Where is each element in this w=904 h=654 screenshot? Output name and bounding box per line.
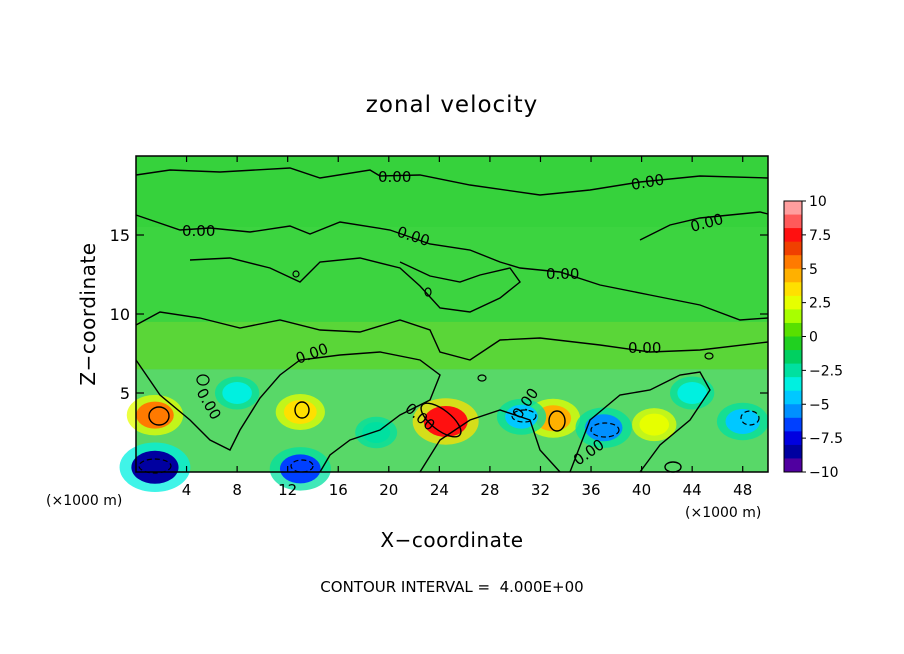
contour-label: 0.00 [182,222,215,240]
x-tick-label: 36 [581,481,600,499]
x-unit-label-right: (×1000 m) [685,505,761,521]
x-unit-label-left: (×1000 m) [46,493,122,509]
colorbar-swatch [784,201,802,216]
contour-loop [196,374,210,386]
colorbar-tick-label: 7.5 [809,228,831,244]
colorbar-swatch [784,350,802,365]
contour-loop [704,352,714,360]
contour-loop [294,401,310,419]
colorbar: 10 7.5 5 2.5 0 −2.5 −5 −7.5 −10 [783,194,843,481]
contour-loop [420,402,462,438]
colorbar-tick-label: 0 [809,330,818,346]
colorbar-swatch [784,363,802,378]
x-tick-label: 4 [182,481,192,499]
contour-loop [292,270,300,278]
x-tick-label: 32 [531,481,550,499]
colorbar-tick-label: −7.5 [809,431,843,447]
x-tick-label: 44 [683,481,702,499]
contour-line [135,351,441,473]
hotspot [639,413,670,436]
colorbar-swatch [784,282,802,297]
contour-line [135,167,769,196]
x-tick-label: 8 [232,481,242,499]
x-axis-label: X−coordinate [380,528,523,552]
y-tick-label: 5 [120,384,130,403]
contour-loop [477,374,487,382]
colorbar-swatch [784,431,802,446]
zero-contours [135,167,769,474]
x-tick-label: 28 [480,481,499,499]
hotspot [131,450,179,484]
colorbar-swatch [784,444,802,459]
contour-loop [424,287,432,297]
value-band [136,321,768,370]
hotspot-markers [119,376,769,493]
contour-loop [511,409,537,423]
contour-label: 0.00 [630,170,666,194]
contour-label: 0.00 [628,339,661,357]
x-tick-label: 12 [278,481,297,499]
colorbar-tick-label: 2.5 [809,296,831,312]
colorbar-tick-label: −2.5 [809,363,843,379]
colorbar-tick-label: 10 [809,194,827,210]
x-tick-label: 40 [632,481,651,499]
hotspot [677,382,707,404]
contour-line [639,211,769,241]
x-tick-label: 48 [733,481,752,499]
contour-loop [148,406,170,426]
value-band [136,156,768,228]
hotspot [222,382,252,404]
colorbar-swatch [784,336,802,351]
colorbar-swatch [784,322,802,337]
contour-label: 0.00 [378,168,411,186]
colorbar-swatch [784,390,802,405]
colorbar-swatch [784,214,802,229]
colorbar-swatch [784,309,802,324]
y-axis-label: Z−coordinate [76,242,100,385]
colorbar-swatch [784,404,802,419]
colorbar-tick-label: −10 [809,465,839,481]
contour-line [189,257,521,313]
contour-interval-text: CONTOUR INTERVAL = 4.000E+00 [320,578,583,596]
contour-loop [548,410,566,432]
y-tick-label: 15 [110,226,130,245]
colorbar-tick-label: −5 [809,397,830,413]
colorbar-swatch [784,295,802,310]
contour-line [135,311,769,361]
hotspot [725,408,760,434]
contour-line [135,214,769,321]
colorbar-swatch [784,377,802,392]
colorbar-swatch [784,241,802,256]
hotspot [279,454,321,484]
contour-loop [590,422,620,438]
hotspot [283,399,317,424]
contour-line [569,371,711,473]
x-tick-label: 20 [379,481,398,499]
x-tick-label: 16 [329,481,348,499]
value-band [136,227,768,322]
contour-loop [290,459,314,473]
y-axis: 5 10 15 [110,226,768,403]
chart-title: zonal velocity [366,92,538,118]
plot-area: 0.00 0.00 0.00 0.00 0.00 0.00 0.00 0.00 … [119,155,769,493]
contour-line [419,409,561,473]
colorbar-swatch [784,458,802,473]
contour-loop [740,410,760,426]
contour-label: 0.00 [546,265,579,283]
colorbar-swatch [784,255,802,270]
x-tick-label: 24 [430,481,449,499]
colorbar-swatch [784,417,802,432]
colorbar-tick-label: 5 [809,262,818,278]
y-tick-label: 10 [110,305,130,324]
colorbar-swatch [784,228,802,243]
contour-loop [138,458,172,474]
colorbar-swatch [784,268,802,283]
x-axis: 4 8 12 16 20 24 28 32 36 40 44 48 [182,156,752,499]
